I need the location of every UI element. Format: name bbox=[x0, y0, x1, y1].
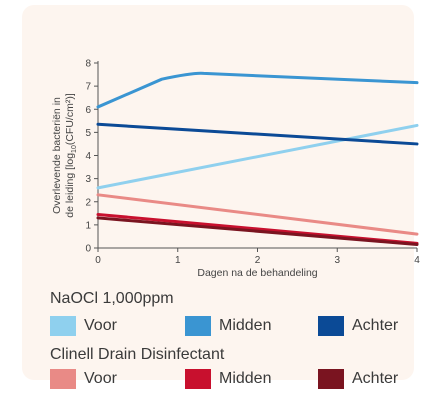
x-axis-label: Dagen na de behandeling bbox=[197, 267, 317, 279]
y-axis-label-line1: Overlevende bacteriën in bbox=[51, 97, 63, 214]
y-tick-label: 0 bbox=[85, 244, 91, 255]
legend-label: Voor bbox=[84, 317, 117, 334]
legend-item: Voor bbox=[50, 316, 117, 336]
series-lines bbox=[96, 71, 419, 247]
axis-labels: 0 1 2 3 4 5 6 7 8 0 1 2 3 4 Dagen na de behandeling Ove… bbox=[51, 59, 420, 280]
x-tick-label: 1 bbox=[175, 255, 181, 266]
legend-label: Midden bbox=[219, 317, 272, 334]
y-tick-label: 1 bbox=[85, 220, 91, 231]
legend-swatch bbox=[318, 369, 344, 389]
y-axis-label-line2: de leiding [log10(CFU/cm²)] bbox=[64, 93, 78, 218]
legend-label: Voor bbox=[84, 370, 117, 387]
x-tick-label: 2 bbox=[255, 255, 261, 266]
y-label-text: de leiding [log bbox=[64, 153, 76, 218]
series-line-midden-0 bbox=[96, 71, 419, 109]
series-line-voor-0 bbox=[96, 123, 419, 190]
line-chart: 0 1 2 3 4 5 6 7 8 0 1 2 3 4 Dagen na de behandeling Ove… bbox=[51, 59, 420, 280]
y-tick-label: 2 bbox=[85, 197, 91, 208]
y-tick-label: 5 bbox=[85, 128, 91, 139]
chart-card bbox=[22, 5, 414, 380]
legend-swatch bbox=[50, 316, 76, 336]
legend-item: Achter bbox=[318, 316, 398, 336]
legend-swatch bbox=[185, 316, 211, 336]
y-tick-label: 7 bbox=[85, 82, 91, 93]
legend-item: Voor bbox=[50, 369, 117, 389]
y-tick-label: 3 bbox=[85, 174, 91, 185]
legend-item: Midden bbox=[185, 316, 271, 336]
legend-label: Achter bbox=[352, 370, 399, 387]
x-tick-label: 0 bbox=[95, 255, 101, 266]
y-label-subscript: 10 bbox=[71, 145, 78, 153]
x-tick-label: 3 bbox=[334, 255, 340, 266]
y-tick-label: 6 bbox=[85, 105, 91, 116]
series-line-achter-0 bbox=[96, 122, 419, 146]
series-line-voor-1 bbox=[96, 193, 419, 236]
legend-swatch bbox=[318, 316, 344, 336]
legend-group-title: NaOCl 1,000ppm bbox=[50, 290, 174, 307]
y-tick-label: 8 bbox=[85, 59, 91, 70]
legend-item: Midden bbox=[185, 369, 271, 389]
y-label-unit: (CFU/cm²)] bbox=[64, 93, 76, 145]
legend-label: Achter bbox=[352, 317, 399, 334]
series-line-midden-1 bbox=[96, 212, 419, 245]
legend-group-title: Clinell Drain Disinfectant bbox=[50, 346, 225, 363]
legend-item: Achter bbox=[318, 369, 398, 389]
y-tick-label: 4 bbox=[85, 151, 91, 162]
x-tick-label: 4 bbox=[414, 255, 420, 266]
legend-swatch bbox=[50, 369, 76, 389]
series-line-achter-1 bbox=[96, 216, 419, 247]
legend-swatch bbox=[185, 369, 211, 389]
legend-label: Midden bbox=[219, 370, 272, 387]
